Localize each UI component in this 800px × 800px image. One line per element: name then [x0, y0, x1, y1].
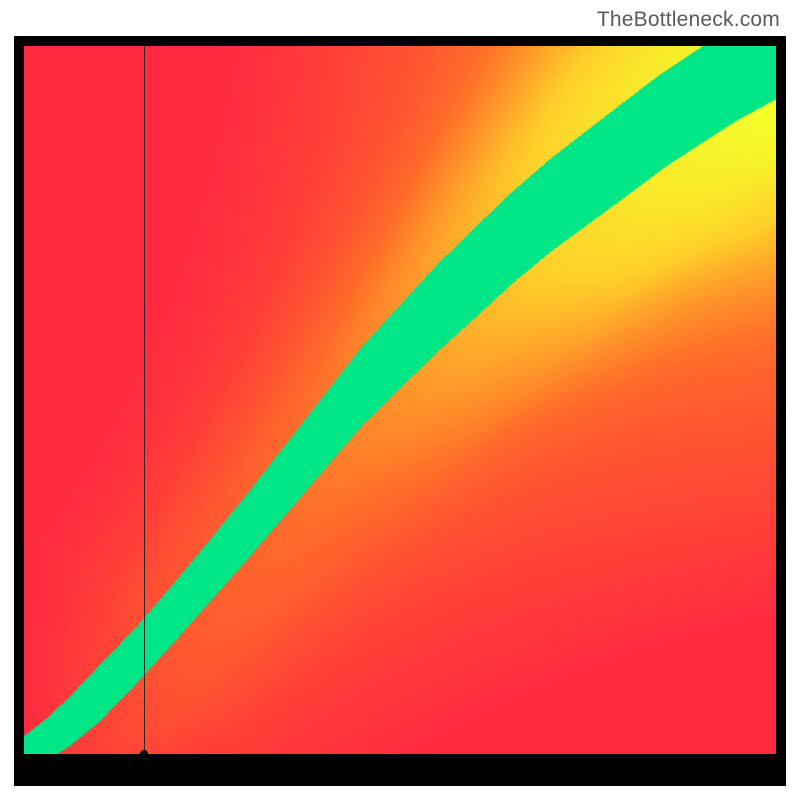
crosshair-vertical [144, 46, 145, 754]
marker-dot [140, 750, 148, 758]
watermark: TheBottleneck.com [597, 8, 780, 32]
plot-area [24, 46, 776, 754]
plot-frame [14, 36, 786, 786]
heatmap-canvas [24, 46, 776, 754]
